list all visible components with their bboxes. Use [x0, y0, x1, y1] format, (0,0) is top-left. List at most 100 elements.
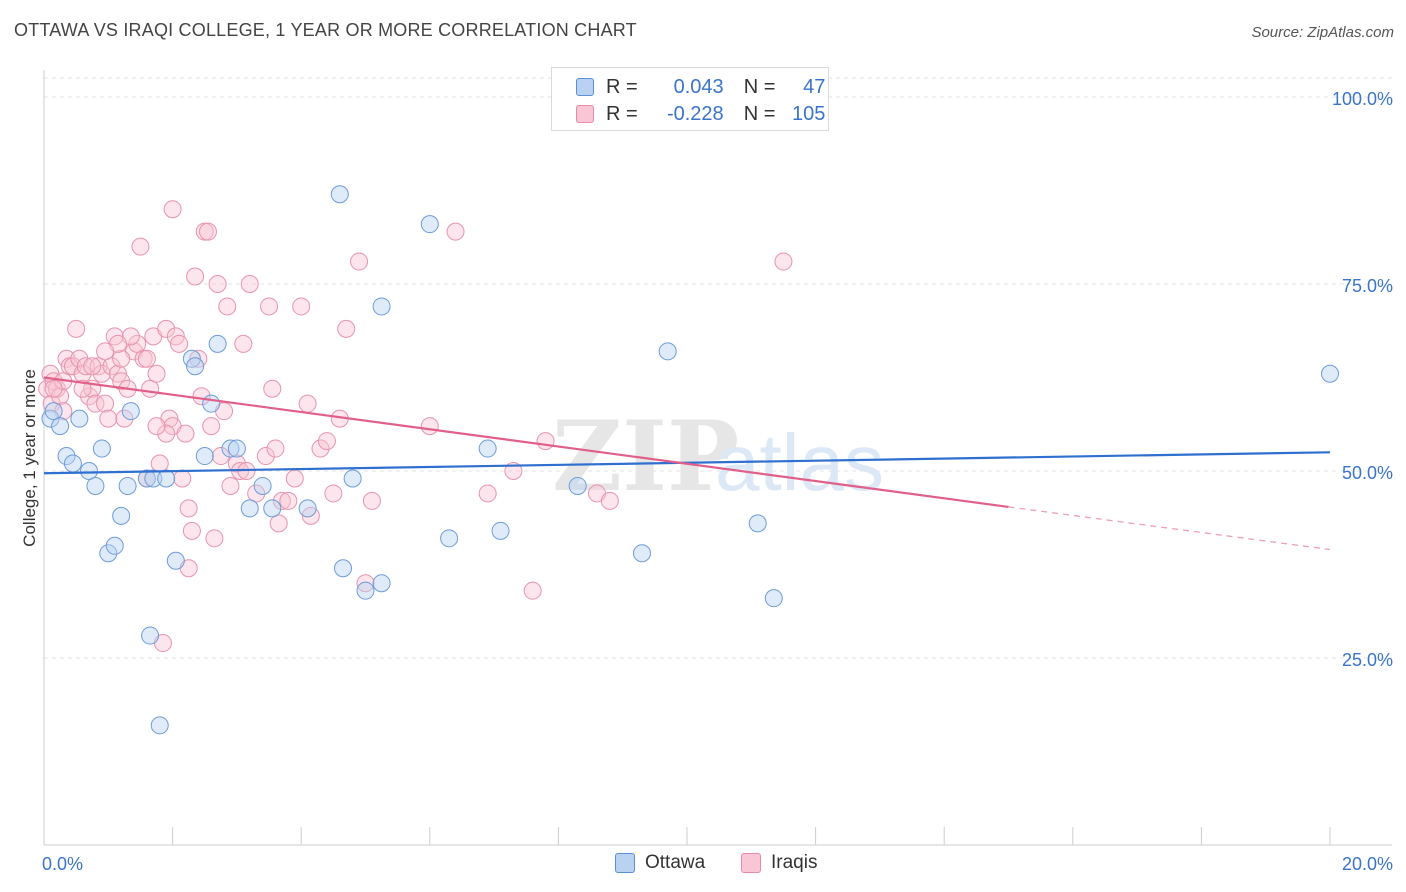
iraqis-point — [99, 409, 118, 428]
iraqis-point — [147, 364, 166, 383]
iraqis-point — [173, 469, 192, 488]
iraqis-point — [102, 357, 121, 376]
iraqis-point — [774, 252, 793, 271]
iraqis-point — [67, 319, 86, 338]
ottawa-legend-label: Ottawa — [645, 852, 706, 873]
iraqis-point — [218, 297, 237, 316]
ottawa-n-value: 47 — [803, 75, 826, 98]
chart-title: OTTAWA VS IRAQI COLLEGE, 1 YEAR OR MORE … — [14, 20, 637, 40]
iraqis-point — [163, 200, 182, 219]
ottawa-point — [166, 551, 185, 570]
ottawa-point — [137, 469, 156, 488]
n-label: N = — [743, 75, 776, 98]
ottawa-point — [764, 589, 783, 608]
ottawa-point — [144, 469, 163, 488]
x-tick-labels: 0.0% 20.0% — [42, 854, 1393, 874]
ottawa-point — [330, 185, 349, 204]
iraqis-point — [279, 491, 298, 510]
ottawa-point — [632, 544, 651, 563]
iraqis-point — [176, 424, 195, 443]
iraqis-point — [446, 222, 465, 241]
ottawa-point — [86, 476, 105, 495]
watermark-zip: ZIP — [552, 400, 739, 513]
iraqis-point — [73, 379, 92, 398]
iraqis-point — [263, 379, 282, 398]
iraqis-point — [266, 439, 285, 458]
iraqis-point — [247, 484, 266, 503]
y-tick-label: 75.0% — [1342, 276, 1393, 296]
iraqis-point — [96, 394, 115, 413]
correlation-legend: R = 0.043 N = 47 R = -0.228 N = 105 — [551, 67, 829, 131]
y-tick-label: 100.0% — [1332, 89, 1393, 109]
y-tick-labels: 25.0% 50.0% 75.0% 100.0% — [1332, 89, 1393, 670]
n-label: N = — [743, 102, 776, 125]
iraqis-point — [600, 491, 619, 510]
ottawa-point — [748, 514, 767, 533]
iraqis-point — [147, 417, 166, 436]
iraqis-point — [192, 387, 211, 406]
iraqis-point — [362, 491, 381, 510]
iraqis-legend-swatch — [741, 853, 761, 873]
ottawa-point — [57, 447, 76, 466]
iraqis-point — [157, 424, 176, 443]
ottawa-point — [186, 357, 205, 376]
ottawa-point — [253, 476, 272, 495]
iraqis-point — [44, 379, 63, 398]
ottawa-point — [372, 297, 391, 316]
iraqis-point — [240, 275, 259, 293]
iraqis-point — [141, 379, 160, 398]
legend-item-iraqis: Iraqis — [741, 852, 817, 874]
ottawa-point — [112, 506, 131, 525]
iraqis-point — [112, 372, 131, 391]
ottawa-point — [44, 402, 63, 421]
iraqis-point — [115, 409, 134, 428]
ottawa-point — [99, 544, 118, 563]
ottawa-point — [92, 439, 111, 458]
iraqis-point — [234, 334, 253, 353]
iraqis-point — [83, 357, 102, 376]
iraqis-point — [76, 357, 95, 376]
iraqis-point — [92, 364, 111, 383]
iraqis-trend-extension — [1008, 506, 1331, 551]
ottawa-point — [150, 716, 169, 735]
iraqis-point — [137, 349, 156, 368]
iraqis-point — [86, 394, 105, 413]
legend-item-ottawa: Ottawa — [615, 852, 705, 874]
ottawa-point — [202, 394, 221, 413]
ottawa-point — [440, 529, 459, 548]
ottawa-r-value: 0.043 — [673, 75, 724, 98]
iraqis-point — [337, 319, 356, 338]
ottawa-point — [63, 454, 82, 473]
y-tick-label: 25.0% — [1342, 650, 1393, 670]
ottawa-point — [372, 574, 391, 593]
iraqis-point — [311, 439, 330, 458]
iraqis-point — [420, 417, 439, 436]
ottawa-point — [658, 342, 677, 361]
ottawa-point — [568, 476, 587, 495]
legend-row-iraqis: R = -0.228 N = 105 — [576, 101, 825, 127]
ottawa-point — [70, 409, 89, 428]
iraqis-point — [211, 447, 230, 466]
source-label: Source: ZipAtlas.com — [1251, 24, 1394, 41]
x-tick-label-min: 0.0% — [42, 854, 83, 874]
x-tick-label-max: 20.0% — [1342, 854, 1393, 874]
r-label: R = — [606, 75, 638, 98]
legend-row-ottawa: R = 0.043 N = 47 — [576, 74, 825, 100]
iraqis-point — [324, 484, 343, 503]
iraqis-point — [208, 275, 227, 293]
trend-lines — [43, 376, 1331, 551]
ottawa-point — [491, 521, 510, 540]
watermark: ZIP atlas — [552, 400, 884, 513]
ottawa-points — [41, 185, 1339, 735]
iraqis-point — [170, 334, 189, 353]
iraqis-point — [298, 394, 317, 413]
iraqis-point — [221, 476, 240, 495]
ottawa-point — [240, 499, 259, 518]
ottawa-point — [121, 402, 140, 421]
iraqis-point — [260, 297, 279, 316]
iraqis-point — [131, 237, 150, 256]
ottawa-point — [141, 626, 160, 645]
iraqis-point — [198, 222, 217, 241]
iraqis-point — [150, 454, 169, 473]
iraqis-point — [256, 447, 275, 466]
